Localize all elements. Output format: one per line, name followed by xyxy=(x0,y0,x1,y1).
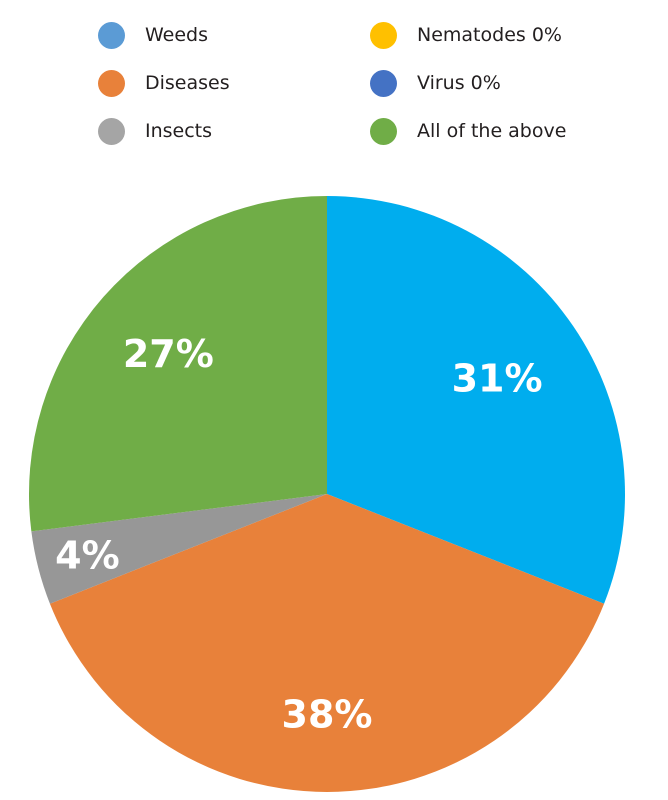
legend-swatch-nematodes xyxy=(370,21,397,49)
pie-label-insects: 4% xyxy=(55,534,120,578)
pie-slice-weeds xyxy=(327,196,625,604)
legend-label-insects: Insects xyxy=(145,120,213,142)
pie-slice-labels: 31% 38% 4% 27% xyxy=(55,332,542,736)
legend-item-weeds: Weeds xyxy=(98,20,208,50)
pie-slice-insects xyxy=(31,494,327,604)
pie-label-diseases: 38% xyxy=(282,693,373,737)
pie-label-all-of-the-above: 27% xyxy=(123,332,214,376)
legend-item-nematodes: Nematodes 0% xyxy=(370,20,562,50)
legend-swatch-weeds xyxy=(98,21,125,49)
pie-label-weeds: 31% xyxy=(452,356,543,400)
legend-label-all-of-the-above: All of the above xyxy=(417,120,567,142)
legend-label-nematodes: Nematodes 0% xyxy=(417,24,562,46)
pie-slice-diseases xyxy=(49,494,605,792)
legend-item-diseases: Diseases xyxy=(98,68,230,98)
legend-item-all-of-the-above: All of the above xyxy=(370,116,566,146)
legend-swatch-virus xyxy=(370,69,397,97)
legend: Weeds Diseases Insects Nematodes 0% Viru… xyxy=(0,0,668,170)
legend-item-virus: Virus 0% xyxy=(370,68,501,98)
legend-label-virus: Virus 0% xyxy=(417,72,501,94)
legend-swatch-diseases xyxy=(98,69,125,97)
legend-item-insects: Insects xyxy=(98,116,212,146)
pie-slices xyxy=(29,196,625,792)
pie-slice-all-of-the-above xyxy=(29,196,328,532)
legend-label-diseases: Diseases xyxy=(145,72,230,94)
legend-label-weeds: Weeds xyxy=(145,24,209,46)
legend-swatch-insects xyxy=(98,117,125,145)
legend-swatch-all-of-the-above xyxy=(370,117,397,145)
